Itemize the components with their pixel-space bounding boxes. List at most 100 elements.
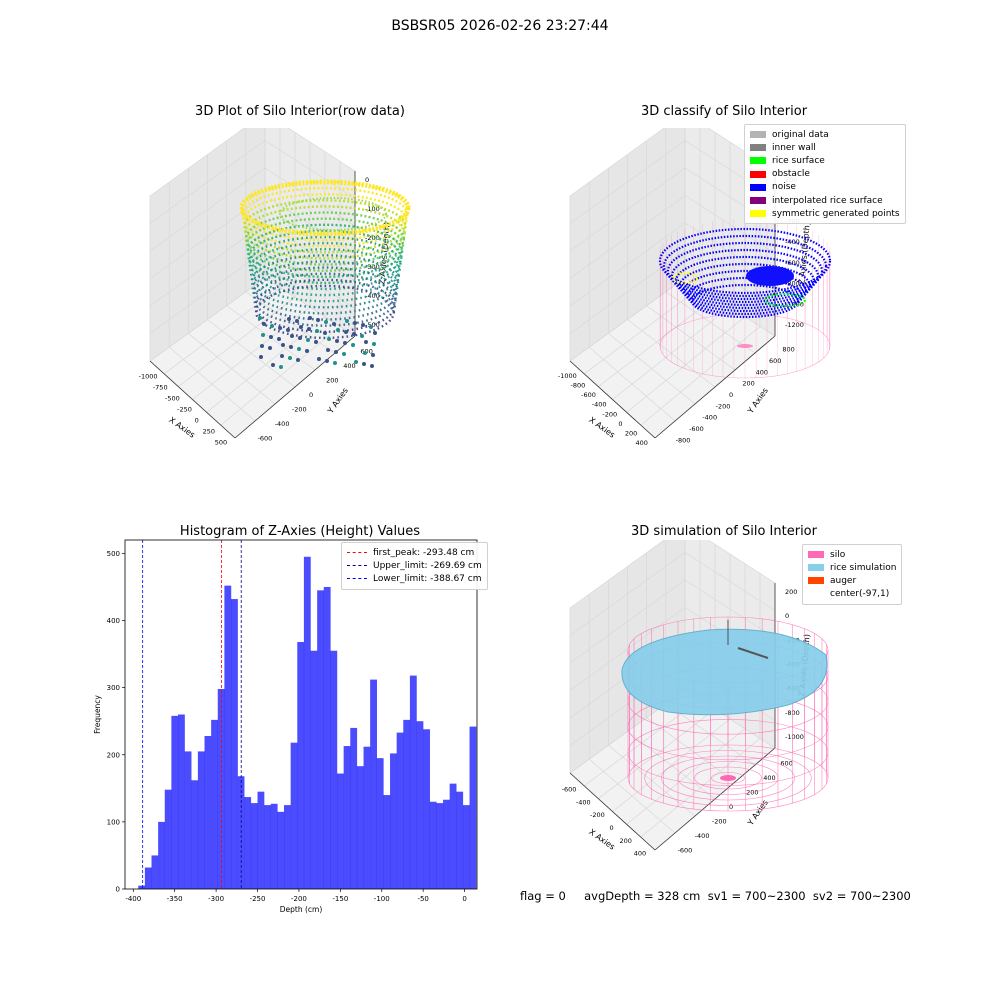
- legend-label: inner wall: [772, 142, 816, 153]
- p1-x-axis-line: [149, 360, 236, 439]
- panel4-title: 3D simulation of Silo Interior: [631, 524, 817, 539]
- p1-scatter-point: [286, 328, 290, 332]
- p2-rice-surface-patch: [764, 293, 806, 307]
- panel3-histogram: -400 -350 -300 -250 -200 -150 -100 -50 0 0 100 200 3…: [93, 539, 478, 914]
- histogram-bar: [409, 675, 417, 889]
- histogram-bar: [290, 742, 298, 889]
- p1-scatter-point: [262, 322, 266, 326]
- p1-grid-line: [287, 128, 356, 172]
- legend-line: [347, 578, 367, 580]
- y-tick-label: 300: [107, 684, 120, 692]
- legend-swatch: [750, 157, 766, 165]
- p2-y-tick-label: 400: [756, 368, 768, 376]
- p1-scatter-point: [325, 359, 329, 363]
- p4-auger: [737, 647, 769, 659]
- p1-scatter-point: [290, 334, 294, 338]
- p1-scatter-point: [258, 316, 262, 320]
- legend-swatch: [808, 564, 824, 572]
- p4-y-axis-line: [654, 747, 776, 851]
- histogram-bar: [144, 867, 152, 889]
- panel2-legend: original data inner wall rice surface obsta…: [744, 124, 906, 225]
- p1-z-tick-label: 0: [365, 176, 369, 184]
- p1-scatter-point: [360, 334, 364, 338]
- p4-silo-floor-ring: [644, 750, 812, 806]
- histogram-bar: [277, 811, 285, 889]
- p1-inner-ring: [279, 197, 387, 231]
- histogram-bar: [191, 780, 199, 889]
- p1-scatter-point: [344, 330, 348, 334]
- legend-swatch: [750, 131, 766, 139]
- legend-entry: silo: [808, 548, 896, 561]
- p1-scatter-point: [323, 331, 327, 335]
- p4-grid-line: [569, 552, 686, 636]
- p1-scatter-point: [370, 364, 374, 368]
- histogram-bar: [303, 556, 311, 889]
- y-tick-label: 200: [107, 751, 120, 759]
- p1-y-tick-label: 600: [360, 347, 372, 355]
- x-tick-label: -150: [332, 895, 348, 903]
- p2-noise-ring: [682, 269, 808, 313]
- legend-entry: interpolated rice surface: [750, 194, 900, 207]
- p1-y-tick-label: -600: [258, 435, 273, 443]
- p2-y-tick-label: 800: [782, 346, 794, 354]
- p4-y-tick-label: 0: [729, 803, 733, 811]
- p1-scatter-ring: [244, 211, 406, 266]
- p1-scatter-point: [353, 321, 357, 325]
- p1-scatter-ring: [251, 260, 399, 315]
- y-axis-label: Frequency: [93, 695, 102, 734]
- p1-x-tick-label: 0: [195, 417, 199, 425]
- p4-x-tick-label: 400: [634, 850, 646, 858]
- p1-scatter-ring: [249, 248, 401, 303]
- p1-top-rim: [239, 179, 411, 237]
- p2-z-tick-label: -1200: [785, 321, 804, 329]
- p4-z-tick-label: 0: [785, 612, 789, 620]
- p1-scatter-ring: [247, 229, 403, 285]
- p1-scatter-point: [316, 318, 320, 322]
- p1-scatter-point: [260, 344, 264, 348]
- legend-line: [347, 552, 367, 554]
- p1-x-tick-label: -500: [165, 395, 180, 403]
- p4-x-tick-label: 200: [620, 837, 632, 845]
- p1-scatter-point: [268, 346, 272, 350]
- legend-entry: Upper_limit: -269.69 cm: [347, 559, 482, 572]
- p4-x-tick-label: 0: [610, 824, 614, 832]
- p2-y-tick-label: 200: [742, 380, 754, 388]
- p1-x-tick-label: -250: [177, 406, 192, 414]
- x-tick-label: -300: [208, 895, 224, 903]
- p1-grid-line: [245, 291, 336, 354]
- p4-silo-floor-ring: [677, 761, 779, 795]
- p1-scatter-ring: [253, 272, 397, 327]
- legend-entry: Lower_limit: -388.67 cm: [347, 572, 482, 585]
- histogram-bar: [376, 758, 384, 889]
- panel3-legend: first_peak: -293.48 cm Upper_limit: -269.…: [341, 542, 488, 590]
- p1-scatter-point: [314, 340, 318, 344]
- histogram-bar: [257, 791, 265, 889]
- p1-z-tick-label: -500: [365, 321, 380, 329]
- histogram-bar: [350, 727, 358, 889]
- p1-scatter-point: [326, 348, 330, 352]
- p4-grid-line: [707, 540, 776, 584]
- histogram-bar: [244, 797, 252, 889]
- histogram-bar: [469, 726, 477, 889]
- p1-scatter-ring: [242, 193, 408, 248]
- p1-scatter-point: [364, 340, 368, 344]
- histogram-bar: [284, 805, 291, 889]
- p2-y-tick-label: -800: [676, 436, 691, 444]
- panel4-legend: silo rice simulation auger center(-97,1): [802, 544, 903, 605]
- p1-z-tick-label: -200: [365, 234, 380, 242]
- p1-scatter-point: [269, 335, 273, 339]
- y-tick-label: 500: [107, 550, 120, 558]
- x-tick-label: -350: [167, 895, 183, 903]
- p1-scatter-point: [261, 333, 265, 337]
- p1-scatter-point: [354, 360, 358, 364]
- p4-silo-ring: [627, 719, 829, 786]
- p1-y-tick-label: 400: [343, 362, 355, 370]
- legend-entry: first_peak: -293.48 cm: [347, 546, 482, 559]
- p2-z-tick-label: -800: [785, 280, 800, 288]
- p2-symmetric-points: [672, 272, 698, 284]
- p1-z-tick-label: -100: [365, 205, 380, 213]
- p1-x-axis-label: X Axies: [167, 415, 196, 439]
- histogram-bar: [197, 751, 205, 889]
